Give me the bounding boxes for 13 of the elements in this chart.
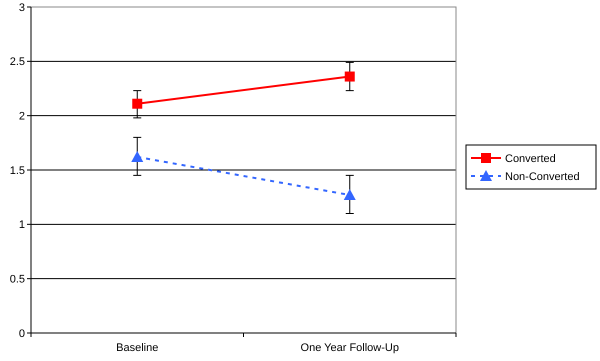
y-tick-label: 1 — [18, 219, 25, 232]
y-tick-label: 1.5 — [10, 164, 25, 177]
x-tick-label: One Year Follow-Up — [300, 342, 399, 354]
y-tick-label: 0.5 — [10, 274, 25, 286]
legend-label: Converted — [505, 152, 556, 165]
y-tick-label: 2.5 — [10, 56, 25, 68]
x-tick-label: Baseline — [116, 342, 158, 354]
point — [344, 72, 355, 82]
y-tick-label: 3 — [18, 2, 25, 14]
y-tick-label: 0 — [18, 328, 25, 340]
point — [132, 98, 142, 109]
legend-label: Non-Converted — [505, 170, 580, 183]
y-tick-label: 2 — [18, 110, 25, 123]
